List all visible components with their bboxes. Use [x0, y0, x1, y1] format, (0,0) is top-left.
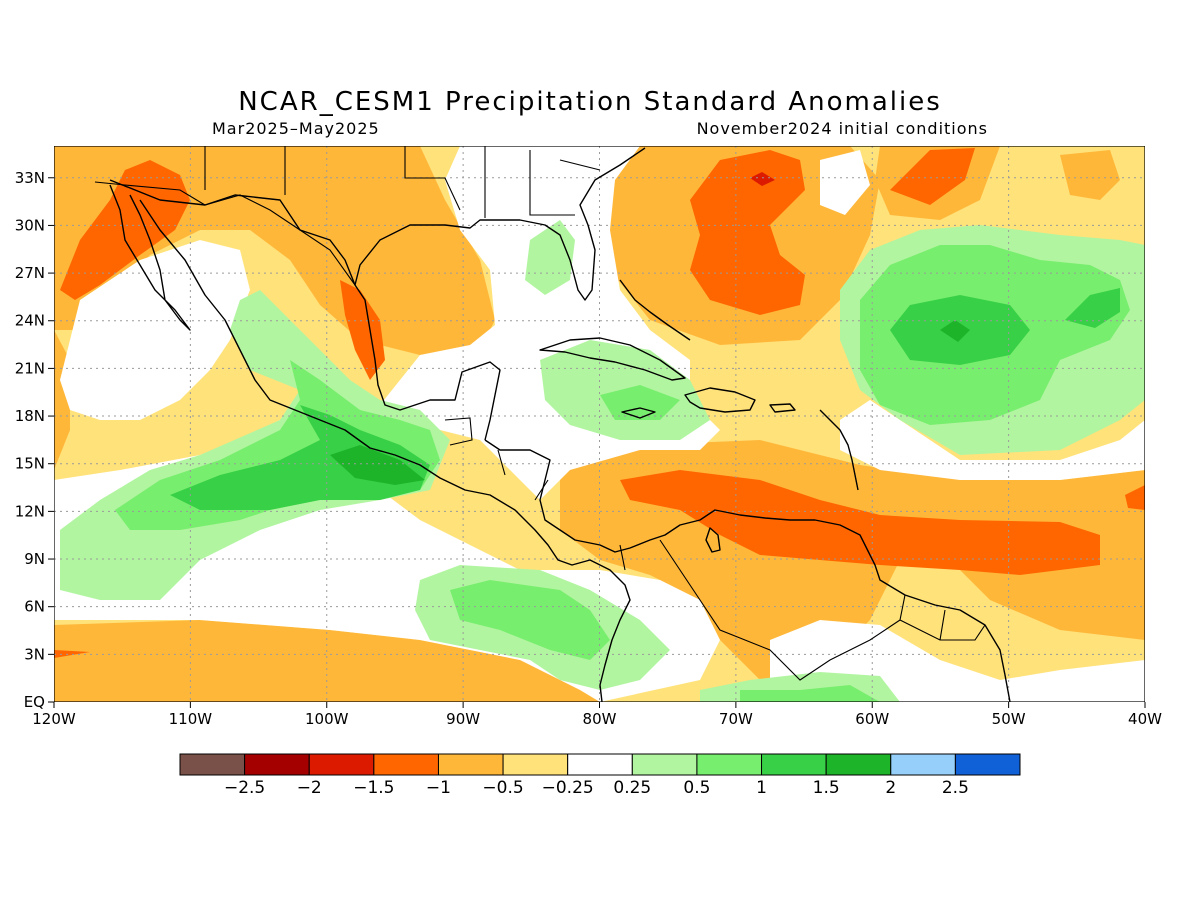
lon-tick-label: 40W [1128, 710, 1162, 728]
colorbar-swatch [696, 753, 763, 776]
colorbar-label: 1.5 [813, 778, 840, 798]
lat-tick-label: 3N [24, 645, 45, 663]
anomaly-region [450, 580, 610, 660]
colorbar-label: 0.25 [613, 778, 651, 798]
anomaly-region [600, 385, 680, 420]
colorbar-label: −2 [297, 778, 322, 798]
lon-tick-label: 80W [583, 710, 617, 728]
coastline-puerto-rico [769, 403, 796, 413]
border-central-america [444, 417, 626, 571]
anomaly-region [840, 400, 1145, 480]
colorbar-swatch [179, 753, 246, 776]
lat-tick-label: 6N [24, 598, 45, 616]
map-area [54, 146, 1145, 702]
colorbar-swatch [825, 753, 892, 776]
anomaly-region [525, 220, 575, 295]
colorbar-swatch [954, 753, 1021, 776]
colorbar-label: 1 [756, 778, 767, 798]
anomaly-region [690, 150, 805, 315]
anomaly-region [750, 172, 775, 186]
colorbar-label: −1 [426, 778, 451, 798]
lon-tick-label: 120W [32, 710, 76, 728]
colorbar-swatch [373, 753, 439, 776]
lat-tick-label: 9N [24, 550, 45, 568]
colorbar-swatch [502, 753, 569, 776]
political-borders [94, 146, 986, 681]
lat-tick-label: 18N [15, 407, 45, 425]
coastline-baja [109, 184, 191, 331]
init-label: November2024 initial conditions [697, 119, 988, 138]
coastlines [109, 147, 1011, 702]
coastline-cuba [539, 337, 686, 381]
anomaly-region [1125, 485, 1145, 510]
anomaly-region [60, 160, 190, 300]
lat-tick-label: 15N [15, 455, 45, 473]
coastline-north-america [109, 179, 501, 441]
colorbar-swatch [890, 753, 956, 776]
anomaly-region [330, 445, 425, 485]
colorbar-swatch [567, 753, 633, 776]
coastline-bahamas [619, 279, 691, 341]
lon-tick-label: 50W [992, 710, 1026, 728]
anomaly-region [170, 405, 430, 510]
colorbar-label: 2 [885, 778, 896, 798]
colorbar-swatch [437, 753, 504, 776]
anomaly-region [1060, 150, 1120, 200]
anomaly-region [1065, 288, 1120, 328]
anomaly-region [820, 150, 870, 215]
lat-tick-label: 33N [15, 169, 45, 187]
colorbar-swatch [631, 753, 698, 776]
latitude-axis: 33N 30N 27N 24N 21N 18N 15N 12N 9N 6N 3N EQ [15, 169, 54, 711]
lon-tick-label: 70W [719, 710, 753, 728]
coastline-lesser-antilles [819, 409, 859, 491]
border-us-states [204, 146, 601, 218]
coastline-lake-maracaibo [705, 527, 721, 553]
coastline-texas-florida [354, 147, 646, 301]
anomaly-region [740, 685, 880, 702]
anomaly-region [60, 240, 250, 420]
colorbar-swatch [244, 753, 310, 776]
chart-title: NCAR_CESM1 Precipitation Standard Anomal… [238, 87, 942, 117]
season-label: Mar2025–May2025 [212, 119, 380, 138]
anomaly-region [890, 148, 975, 205]
lon-tick-label: 110W [169, 710, 213, 728]
border-south-america [659, 539, 986, 681]
colorbar-label: −0.25 [542, 778, 594, 798]
colorbar-label: −0.5 [482, 778, 523, 798]
coastline-jamaica [621, 407, 656, 419]
colorbar-label: 2.5 [942, 778, 969, 798]
lon-tick-label: 90W [446, 710, 480, 728]
longitude-axis: 120W 110W 100W 90W 80W 70W 60W 50W 40W [32, 702, 1162, 728]
colorbar-label: 0.5 [683, 778, 710, 798]
anomaly-region [620, 470, 1100, 575]
border-us-mexico [94, 181, 356, 286]
gridlines [54, 146, 1145, 702]
coastline-pacific-mexico [139, 199, 631, 702]
lon-tick-label: 100W [305, 710, 349, 728]
coastline-hispaniola [684, 387, 756, 413]
lon-tick-label: 60W [855, 710, 889, 728]
colorbar: −2.5 −2 −1.5 −1 −0.5 −0.25 0.25 0.5 1 1.5 2 2.5 [179, 753, 1021, 798]
lat-tick-label: 12N [15, 502, 45, 520]
lat-tick-label: 27N [15, 264, 45, 282]
lat-tick-label: EQ [24, 693, 45, 711]
colorbar-swatch [761, 753, 827, 776]
colorbar-label: −1.5 [353, 778, 394, 798]
anomaly-region [940, 320, 970, 342]
colorbar-swatch [308, 753, 375, 776]
lat-tick-label: 30N [15, 216, 45, 234]
colorbar-label: −2.5 [224, 778, 265, 798]
coastline-caribbean-central-america [484, 439, 1011, 702]
lat-tick-label: 21N [15, 359, 45, 377]
lat-tick-label: 24N [15, 312, 45, 330]
